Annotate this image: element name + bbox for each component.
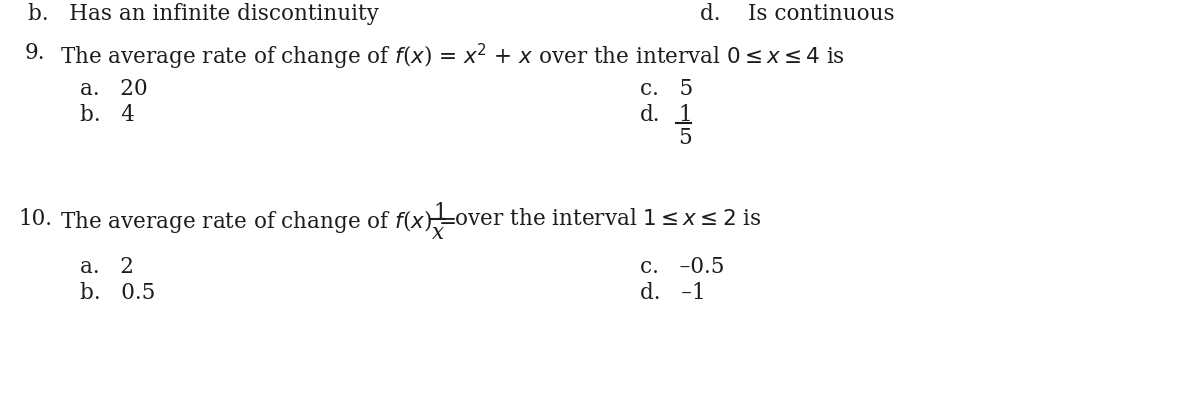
Text: c.   –0.5: c. –0.5 [640, 255, 725, 277]
Text: x: x [432, 221, 444, 243]
Text: c.   5: c. 5 [640, 78, 694, 100]
Text: 9.: 9. [25, 42, 46, 64]
Text: 1: 1 [433, 201, 446, 223]
Text: b.   Has an infinite discontinuity: b. Has an infinite discontinuity [28, 3, 379, 25]
Text: b.   0.5: b. 0.5 [80, 281, 155, 303]
Text: a.   20: a. 20 [80, 78, 148, 100]
Text: a.   2: a. 2 [80, 255, 134, 277]
Text: The average rate of change of $\mathit{f}$($\mathit{x}$) = $x^{2}$ + $x$ over th: The average rate of change of $\mathit{f… [60, 42, 845, 72]
Text: d.   –1: d. –1 [640, 281, 706, 303]
Text: d.    Is continuous: d. Is continuous [700, 3, 895, 25]
Text: 5: 5 [678, 127, 691, 149]
Text: over the interval $1 \leq x \leq 2$ is: over the interval $1 \leq x \leq 2$ is [448, 207, 762, 229]
Text: 1: 1 [678, 104, 691, 126]
Text: d.: d. [640, 104, 660, 126]
Text: The average rate of change of $\mathit{f}$($\mathit{x}$) =: The average rate of change of $\mathit{f… [60, 207, 458, 235]
Text: 10.: 10. [18, 207, 52, 229]
Text: b.   4: b. 4 [80, 104, 134, 126]
